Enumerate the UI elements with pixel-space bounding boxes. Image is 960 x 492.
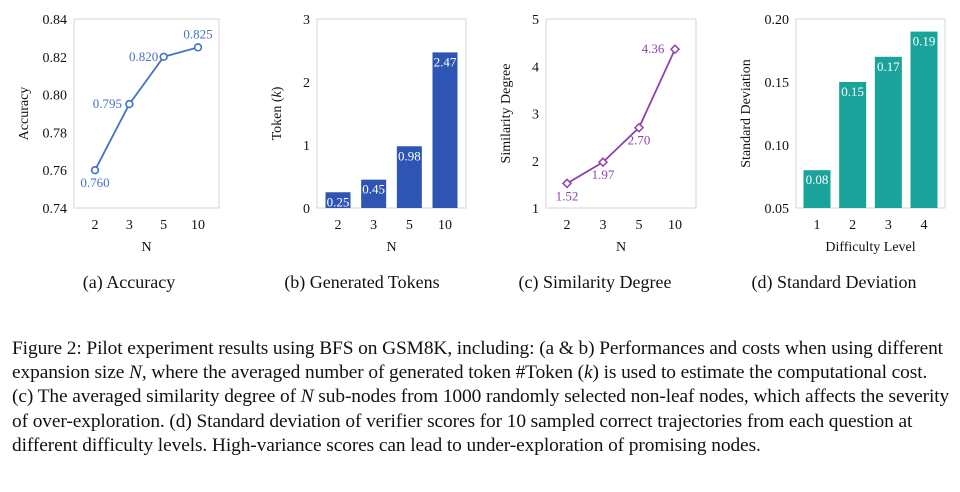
data-label: 0.45 bbox=[362, 182, 385, 197]
x-tick-label: 5 bbox=[636, 218, 643, 233]
data-point bbox=[90, 166, 100, 175]
series-line bbox=[94, 46, 199, 171]
y-axis-label: Accuracy bbox=[17, 87, 32, 141]
charts-canvas: 0.740.760.780.800.820.842 3 5 10NAccuracy0.… bbox=[17, 13, 946, 255]
bar bbox=[361, 179, 387, 208]
data-label: 1.52 bbox=[556, 188, 579, 203]
data-label: 0.795 bbox=[93, 96, 122, 111]
x-axis-label: Difficulty Level bbox=[825, 240, 915, 255]
bar bbox=[432, 52, 458, 208]
chart-b: 0 1 2 3 2 3 5 10 N Token (k) 0.25 0.45 0.98 2.47 bbox=[270, 13, 467, 255]
bar bbox=[874, 56, 902, 208]
y-tick-label: 0.80 bbox=[43, 89, 68, 104]
data-label: 0.08 bbox=[806, 172, 829, 187]
data-label: 0.825 bbox=[183, 26, 212, 41]
data-label: 0.15 bbox=[841, 84, 864, 99]
caption-part-4: sub-nodes from 1000 randomly selected no… bbox=[12, 386, 950, 456]
data-point bbox=[125, 99, 134, 109]
x-tick-label: 1 bbox=[814, 218, 821, 233]
x-tick-label: 2 bbox=[92, 218, 99, 233]
y-tick-label: 4 bbox=[532, 60, 539, 75]
bar bbox=[325, 192, 351, 208]
plot-frame bbox=[545, 18, 697, 209]
x-axis-label: N bbox=[616, 240, 626, 255]
x-tick-label: 10 bbox=[191, 218, 205, 233]
data-point bbox=[193, 43, 203, 52]
subcaption-d: (d) Standard Deviation bbox=[751, 272, 917, 292]
x-axis-label: N bbox=[386, 240, 396, 255]
bar bbox=[803, 170, 831, 208]
caption-part-1: Figure 2: Pilot experiment results using… bbox=[12, 338, 943, 384]
data-label: 0.820 bbox=[129, 49, 158, 64]
x-tick-label: 5 bbox=[406, 218, 413, 233]
plot-frame bbox=[795, 18, 946, 209]
caption-part-2: , where the averaged number of generated… bbox=[141, 362, 584, 384]
data-label: 0.98 bbox=[398, 148, 421, 163]
x-tick-label: 5 bbox=[160, 218, 167, 233]
data-label: 0.17 bbox=[877, 59, 900, 74]
data-label: 0.760 bbox=[80, 175, 109, 190]
y-tick-label: 3 bbox=[303, 13, 310, 28]
y-tick-label: 0.74 bbox=[43, 202, 68, 217]
x-tick-label: 4 bbox=[921, 218, 928, 233]
chart-a: 0.74 0.76 0.78 0.80 0.82 0.84 2 3 5 10 N Accuracy 0.… bbox=[17, 13, 220, 255]
caption-var-n-2: N bbox=[300, 386, 314, 408]
subcaption-b: (b) Generated Tokens bbox=[284, 272, 440, 292]
subcaption-a: (a) Accuracy bbox=[82, 272, 176, 292]
bar bbox=[910, 31, 938, 208]
x-tick-label: 10 bbox=[668, 218, 682, 233]
y-tick-label: 0.82 bbox=[43, 51, 68, 66]
y-tick-label: 0.84 bbox=[43, 13, 68, 28]
x-tick-label: 2 bbox=[849, 218, 856, 233]
data-label: 4.36 bbox=[642, 41, 665, 56]
figure-caption: Figure 2: Pilot experiment results using… bbox=[12, 337, 952, 458]
caption-var-k: k bbox=[583, 362, 593, 384]
data-point bbox=[633, 122, 645, 133]
data-label: 0.19 bbox=[913, 34, 936, 49]
x-tick-label: 3 bbox=[370, 218, 377, 233]
y-tick-label: 0 bbox=[303, 202, 310, 217]
caption-part-3: ) is used to estimate the computational … bbox=[12, 362, 928, 408]
caption-var-n-1: N bbox=[128, 362, 142, 384]
x-tick-label: 3 bbox=[126, 218, 133, 233]
y-tick-label: 0.20 bbox=[765, 13, 790, 28]
y-tick-label: 1 bbox=[303, 139, 310, 154]
y-tick-label: 0.05 bbox=[765, 202, 790, 217]
data-label: 0.25 bbox=[327, 194, 350, 209]
subcaption-c: (c) Similarity Degree bbox=[518, 272, 672, 292]
series-line bbox=[566, 48, 676, 185]
y-tick-label: 0.78 bbox=[43, 126, 68, 141]
data-point bbox=[159, 52, 168, 61]
x-tick-label: 2 bbox=[335, 218, 342, 233]
y-axis-label: Similarity Degree bbox=[499, 64, 514, 164]
bar bbox=[839, 82, 867, 208]
y-tick-label: 3 bbox=[532, 108, 539, 123]
y-axis-label: Standard Deviation bbox=[739, 59, 754, 167]
x-tick-label: 3 bbox=[600, 218, 607, 233]
data-point bbox=[669, 44, 681, 55]
y-tick-label: 2 bbox=[303, 76, 310, 91]
y-axis-label: Token (k) bbox=[270, 86, 285, 140]
x-tick-label: 10 bbox=[438, 218, 452, 233]
y-tick-label: 2 bbox=[532, 155, 539, 170]
bar bbox=[396, 146, 422, 208]
data-label: 1.97 bbox=[592, 167, 615, 182]
x-tick-label: 2 bbox=[564, 218, 571, 233]
y-tick-label: 0.15 bbox=[765, 76, 790, 91]
data-label: 2.70 bbox=[628, 133, 651, 148]
plot-frame bbox=[316, 18, 467, 209]
data-point bbox=[561, 178, 573, 189]
chart-d: 0.05 0.10 0.15 0.20 1 2 3 4 Difficulty Level Stan… bbox=[739, 13, 946, 255]
y-tick-label: 0.76 bbox=[43, 164, 68, 179]
data-point bbox=[597, 157, 609, 168]
plot-frame bbox=[73, 18, 220, 209]
y-tick-label: 0.10 bbox=[765, 139, 790, 154]
chart-c: 1 2 3 4 5 2 3 5 10 N Similarity Degree 1.52 1.97 2.70… bbox=[499, 13, 697, 255]
data-label: 2.47 bbox=[434, 54, 457, 69]
y-tick-label: 1 bbox=[532, 202, 539, 217]
x-tick-label: 3 bbox=[885, 218, 892, 233]
y-tick-label: 5 bbox=[532, 13, 539, 28]
x-axis-label: N bbox=[141, 240, 151, 255]
